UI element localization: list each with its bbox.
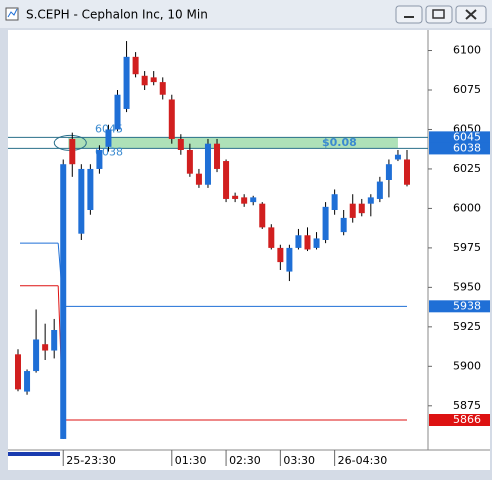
price-zone (68, 137, 398, 149)
x-tick-label: 01:30 (175, 454, 207, 467)
candle-body (24, 371, 31, 392)
candle-body (322, 206, 329, 240)
candle-body (96, 150, 103, 169)
candle-body (295, 235, 302, 248)
candle-body (15, 354, 21, 390)
candle-body (177, 138, 184, 150)
maximize-button[interactable] (425, 5, 453, 24)
candle-body (232, 195, 239, 199)
candle-body (394, 154, 401, 160)
chart-layer: 5875590059255950597560006025605060756100… (8, 41, 490, 467)
maximize-glyph (432, 9, 445, 19)
minimize-glyph (404, 16, 414, 18)
x-tick-label: 02:30 (229, 454, 261, 467)
price-tag (429, 300, 490, 313)
candle-body (51, 330, 58, 351)
price-tag (429, 131, 490, 144)
candle-body (277, 247, 284, 263)
candle-body (223, 161, 230, 199)
price-tag-label: 6038 (453, 141, 481, 154)
candle-body (60, 164, 67, 439)
candle-body (132, 56, 139, 75)
candle-body (268, 227, 275, 248)
candle-body (141, 75, 148, 86)
app-icon-glyph (7, 8, 18, 18)
candle-body (304, 235, 311, 250)
price-tag (429, 414, 490, 426)
y-tick-label: 6025 (453, 162, 481, 175)
candle-body (105, 129, 112, 147)
candle-body (340, 217, 347, 233)
x-tick-label: 26-04:30 (338, 454, 388, 467)
window-title: S.CEPH - Cephalon Inc, 10 Min (26, 8, 208, 22)
y-tick-label: 5975 (453, 241, 481, 254)
candle-body (313, 238, 320, 248)
candle-body (214, 143, 221, 169)
candle-body (69, 138, 76, 165)
time-axis (8, 450, 490, 470)
candle-body (349, 203, 356, 218)
minimize-button[interactable] (395, 5, 423, 24)
candle-body (150, 77, 157, 83)
scroll-bar[interactable] (8, 452, 60, 456)
close-glyph (465, 9, 477, 20)
y-tick-label: 5900 (453, 359, 481, 372)
candle-body (42, 344, 49, 351)
candle-body (204, 143, 211, 185)
app-icon (5, 7, 19, 21)
candle-body (159, 82, 166, 95)
x-tick-label: 25-23:30 (66, 454, 116, 467)
candle-body (331, 194, 338, 210)
price-tag-label: 5938 (453, 299, 481, 312)
y-tick-label: 5950 (453, 280, 481, 293)
y-tick-label: 6000 (453, 201, 481, 214)
candle-body (385, 164, 392, 180)
candle-body (114, 94, 121, 130)
candle-body (259, 203, 266, 228)
x-tick-label: 03:30 (283, 454, 315, 467)
y-tick-label: 6100 (453, 44, 481, 57)
candle-body (376, 181, 383, 199)
price-tag-label: 6045 (453, 130, 481, 143)
y-tick-label: 5875 (453, 399, 481, 412)
candle-body (168, 99, 175, 139)
zone-label: $0.08 (322, 136, 357, 149)
y-tick-label: 6075 (453, 83, 481, 96)
candle-body (87, 168, 94, 210)
candle-body (367, 197, 374, 204)
price-axis (428, 30, 490, 450)
candle-body (241, 197, 248, 204)
candle-body (78, 168, 85, 234)
candle-body (358, 203, 365, 214)
candle-body (404, 159, 410, 185)
candle-body (286, 247, 293, 272)
candle-body (33, 339, 40, 372)
price-tag (429, 142, 490, 155)
price-tag-label: 5866 (453, 413, 481, 426)
candle-body (123, 56, 130, 109)
candle-body (186, 150, 193, 174)
candle-body (250, 197, 257, 203)
candle-body (195, 173, 202, 185)
y-tick-label: 5925 (453, 320, 481, 333)
plot-area (8, 30, 428, 450)
